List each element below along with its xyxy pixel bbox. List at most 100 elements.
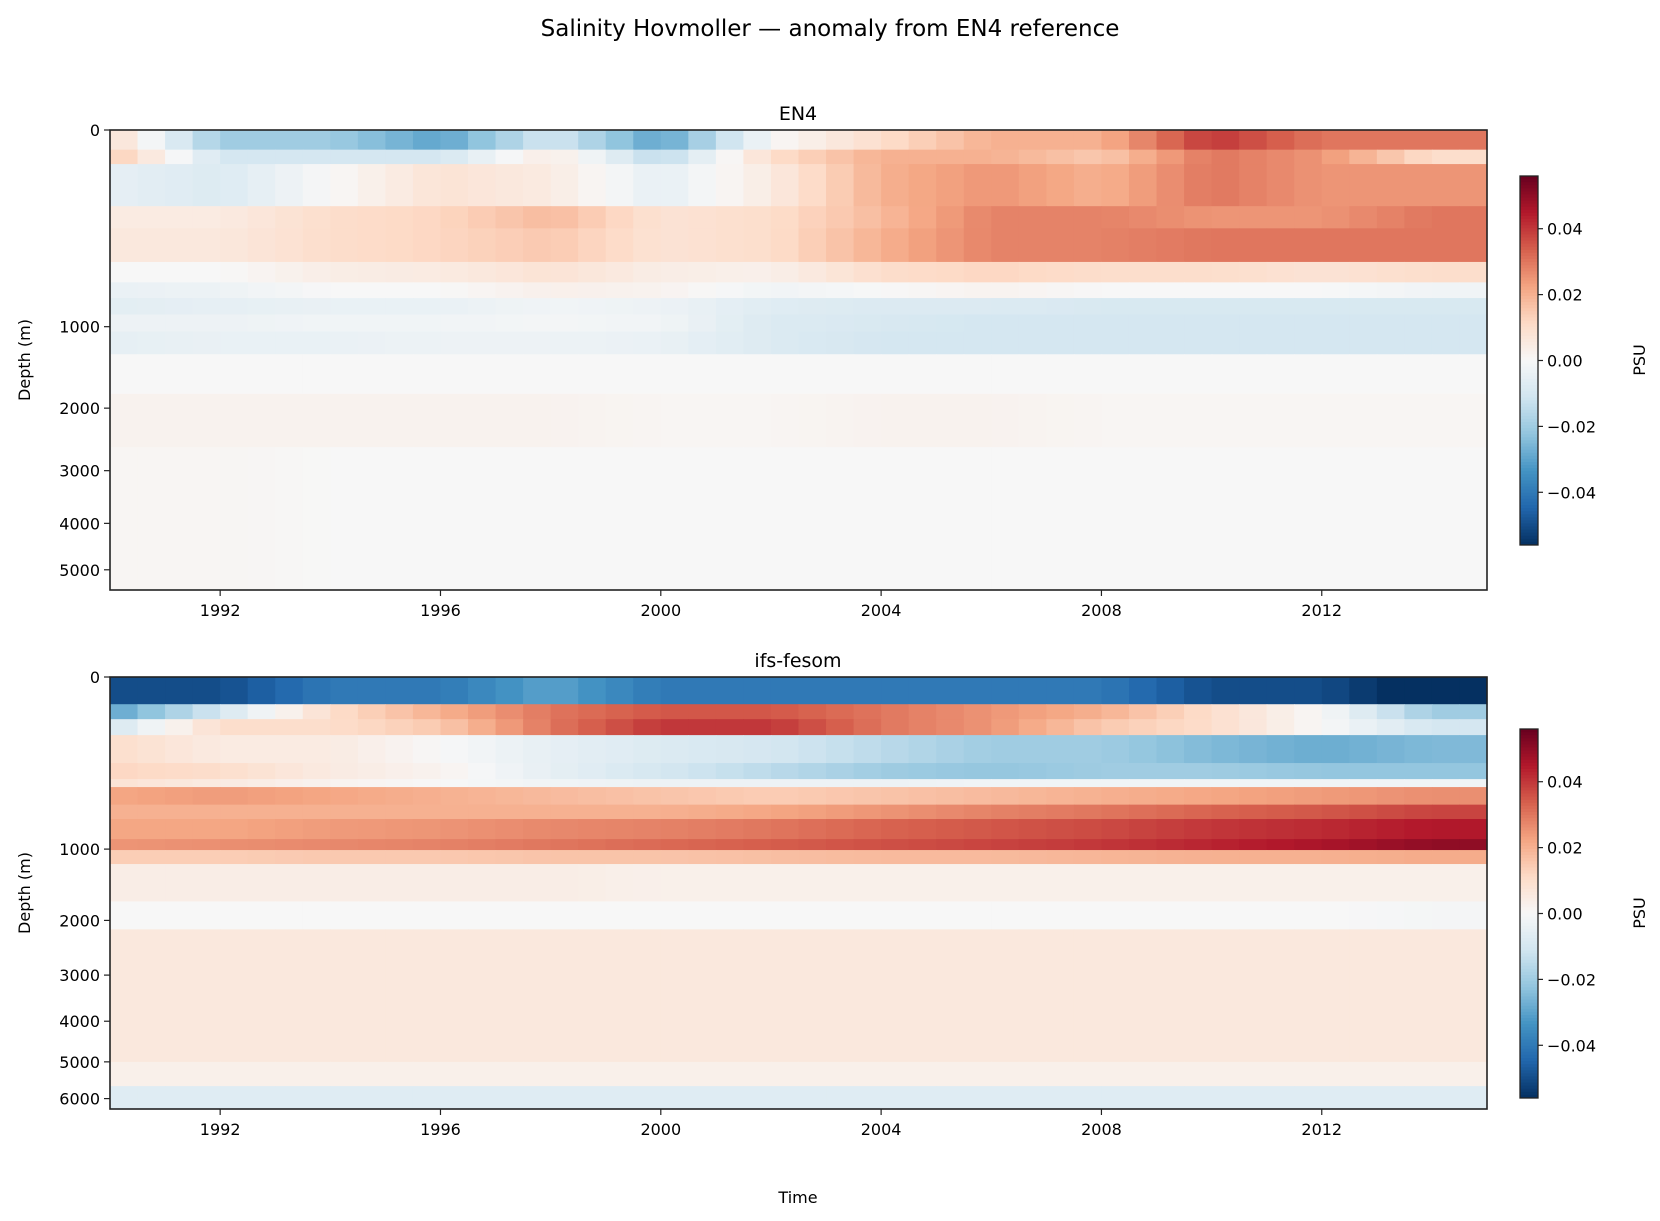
- heatmap-cell: [715, 804, 745, 820]
- heatmap-cell: [1101, 901, 1130, 930]
- heatmap-cell: [1266, 354, 1295, 395]
- heatmap-cell: [165, 677, 194, 705]
- colorbar-segment: [1520, 209, 1538, 214]
- colorbar-segment: [1520, 271, 1538, 275]
- heatmap-cell: [743, 804, 772, 820]
- heatmap-cell: [495, 393, 524, 448]
- heatmap-cell: [1156, 393, 1185, 448]
- colorbar-segment: [1520, 1039, 1538, 1044]
- colorbar: 0.040.020.00−0.02−0.04: [1519, 175, 1596, 546]
- heatmap-cell: [1184, 331, 1213, 355]
- colorbar-segment: [1520, 953, 1538, 958]
- heatmap-cell: [1156, 149, 1185, 165]
- heatmap-cell: [936, 298, 965, 316]
- heatmap-cell: [440, 864, 469, 903]
- colorbar-segment: [1520, 246, 1538, 251]
- heatmap-cell: [770, 393, 800, 448]
- heatmap-cell: [1459, 787, 1488, 806]
- heatmap-cell: [1046, 393, 1075, 448]
- heatmap-cell: [110, 228, 139, 263]
- heatmap-cell: [110, 763, 139, 780]
- heatmap-cell: [1239, 282, 1268, 299]
- heatmap-cell: [660, 164, 689, 207]
- heatmap-cell: [660, 779, 689, 788]
- heatmap-cell: [908, 929, 937, 1063]
- heatmap-cell: [192, 850, 221, 865]
- heatmap-cell: [1128, 149, 1158, 165]
- heatmap-cell: [826, 677, 855, 705]
- heatmap-cell: [908, 130, 937, 151]
- heatmap-cell: [853, 393, 882, 448]
- heatmap-cell: [660, 804, 689, 820]
- colorbar-segment: [1520, 904, 1538, 908]
- heatmap-cell: [1404, 864, 1433, 903]
- heatmap-cell: [468, 901, 497, 930]
- colorbar-segment: [1520, 827, 1538, 831]
- heatmap-cell: [1376, 901, 1405, 930]
- heatmap-cell: [743, 901, 772, 930]
- heatmap-cell: [1073, 447, 1103, 591]
- heatmap-cell: [1431, 864, 1461, 903]
- heatmap-cell: [385, 850, 414, 865]
- heatmap-cell: [881, 704, 910, 720]
- heatmap-cell: [853, 735, 882, 764]
- heatmap-cell: [412, 314, 442, 333]
- heatmap-cell: [715, 864, 745, 903]
- heatmap-cell: [523, 804, 552, 820]
- colorbar-segment: [1520, 765, 1538, 770]
- heatmap-cell: [1046, 839, 1075, 851]
- heatmap-cell: [275, 763, 304, 780]
- heatmap-cell: [826, 393, 855, 448]
- x-tick-label: 2000: [640, 1120, 681, 1139]
- heatmap-cell: [440, 719, 469, 736]
- heatmap-cell: [715, 354, 745, 395]
- colorbar-segment: [1520, 400, 1538, 405]
- heatmap-cell: [1294, 819, 1323, 840]
- heatmap-cell: [495, 763, 524, 780]
- colorbar-segment: [1520, 833, 1538, 838]
- heatmap-cell: [385, 735, 414, 764]
- heatmap-cell: [1294, 447, 1323, 591]
- heatmap-cell: [1073, 735, 1103, 764]
- heatmap-cell: [1294, 787, 1323, 806]
- colorbar-segment: [1520, 925, 1538, 930]
- colorbar-segment: [1520, 1094, 1538, 1099]
- heatmap-cell: [660, 929, 689, 1063]
- heatmap-cell: [137, 779, 166, 788]
- heatmap-cell: [192, 819, 221, 840]
- heatmap-cell: [605, 787, 634, 806]
- heatmap-cell: [963, 130, 992, 151]
- heatmap-cell: [853, 228, 882, 263]
- heatmap-cell: [936, 1061, 965, 1087]
- heatmap-cell: [743, 282, 772, 299]
- heatmap-cell: [798, 164, 827, 207]
- heatmap-cell: [550, 1086, 579, 1110]
- y-tick-label: 4000: [59, 514, 100, 533]
- heatmap-cell: [165, 763, 194, 780]
- heatmap-cell: [605, 819, 634, 840]
- heatmap-cell: [1184, 719, 1213, 736]
- heatmap-cell: [468, 393, 497, 448]
- heatmap-cell: [991, 929, 1020, 1063]
- heatmap-cell: [1073, 206, 1103, 229]
- heatmap-cell: [853, 864, 882, 903]
- heatmap-cell: [1321, 206, 1350, 229]
- heatmap-cell: [220, 228, 249, 263]
- heatmap-cell: [1376, 929, 1405, 1063]
- heatmap-cell: [468, 719, 497, 736]
- heatmap-cell: [523, 164, 552, 207]
- heatmap-cell: [936, 393, 965, 448]
- heatmap-cell: [220, 779, 249, 788]
- heatmap-cell: [1018, 164, 1047, 207]
- heatmap-cell: [770, 228, 800, 263]
- heatmap-cell: [770, 677, 800, 705]
- heatmap-cell: [578, 735, 607, 764]
- x-tick-label: 1996: [420, 1120, 461, 1139]
- heatmap-cell: [798, 1061, 827, 1087]
- heatmap-cell: [743, 149, 772, 165]
- heatmap-cell: [550, 929, 579, 1063]
- heatmap-cell: [715, 282, 745, 299]
- heatmap-cell: [633, 149, 662, 165]
- heatmap-cell: [688, 719, 717, 736]
- heatmap-cell: [715, 331, 745, 355]
